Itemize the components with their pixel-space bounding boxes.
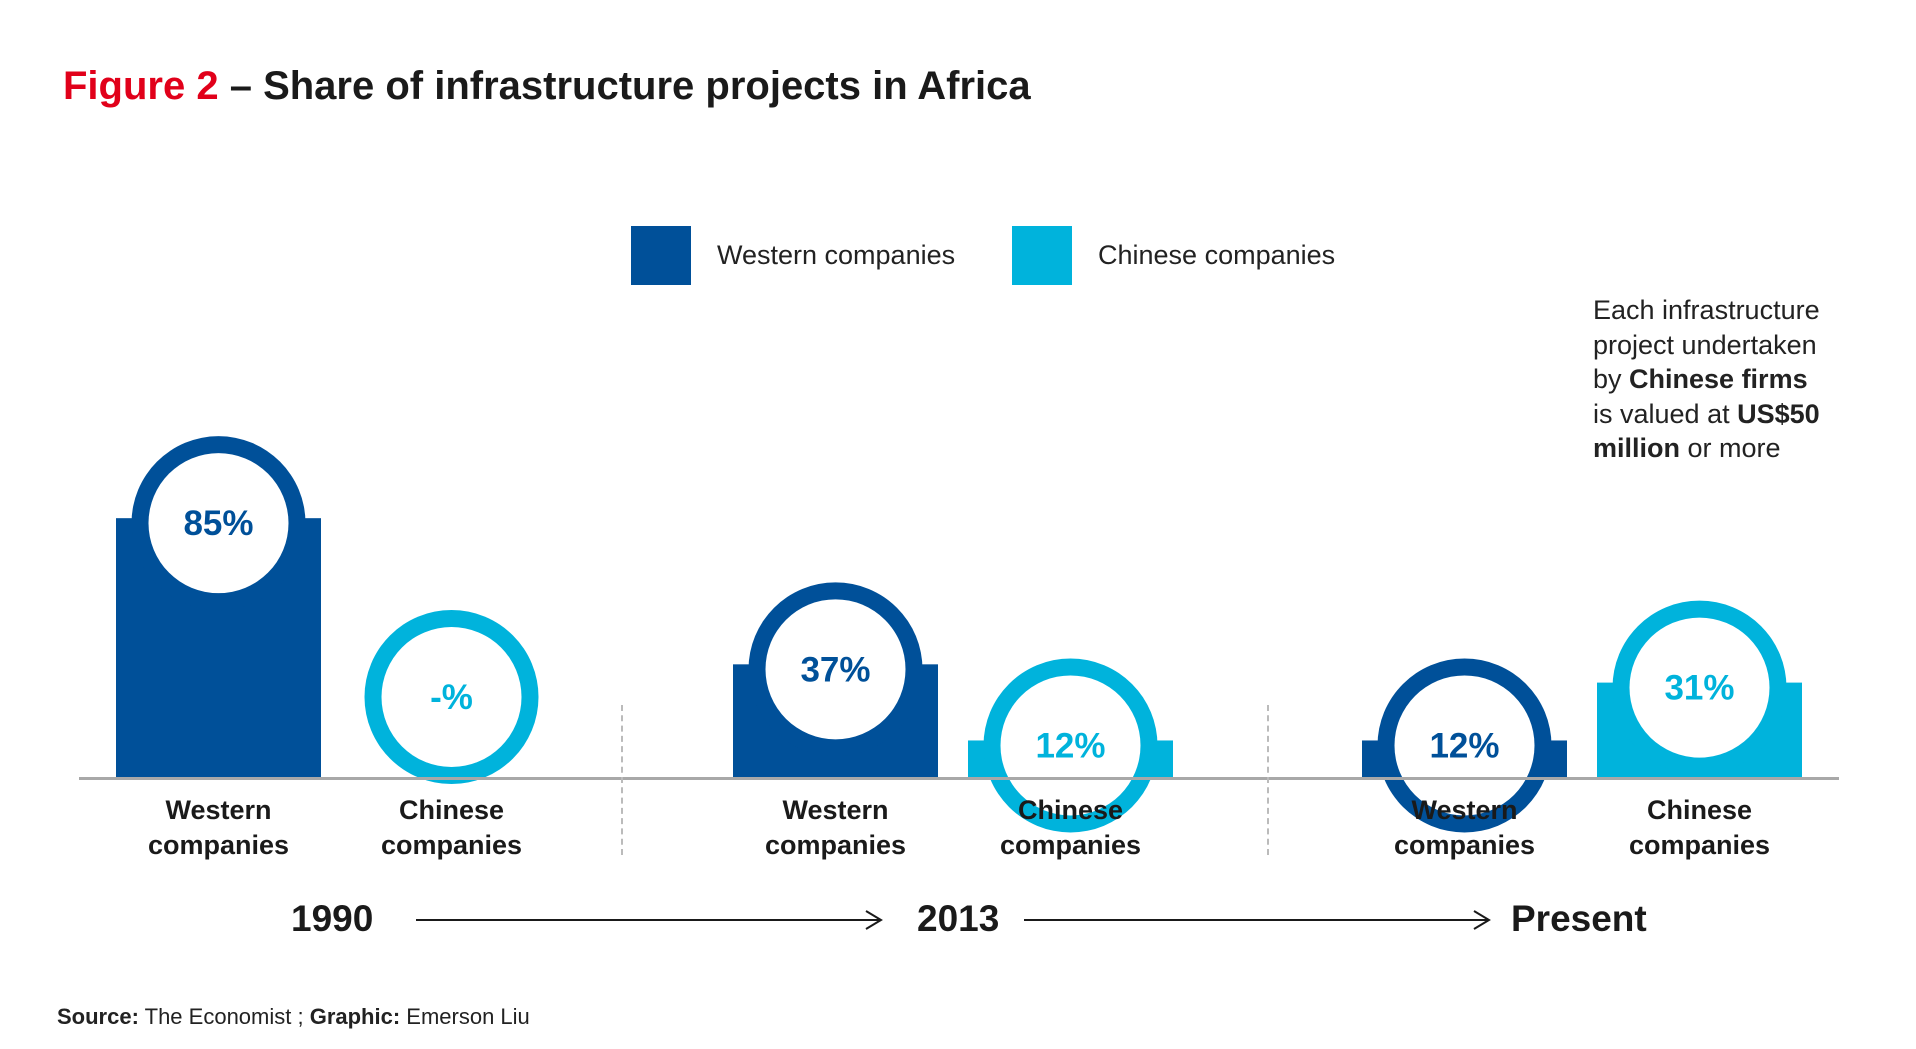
value-badge xyxy=(148,453,289,594)
year-label-1990: 1990 xyxy=(291,898,374,939)
note-line-4: is valued at US$50 xyxy=(1593,397,1853,432)
bar-category-label-line: companies xyxy=(380,830,523,860)
source-line: Source: The Economist ; Graphic: Emerson… xyxy=(57,1004,530,1030)
graphic-label: Graphic: xyxy=(309,1004,401,1029)
note-line-3: by Chinese firms xyxy=(1593,362,1853,397)
group-divider xyxy=(1267,705,1269,855)
note-bold: Chinese firms xyxy=(1629,364,1808,394)
bar-category-label: Western companies xyxy=(1355,793,1575,863)
data-label: 12% xyxy=(1429,726,1499,765)
value-badge xyxy=(1629,617,1770,758)
bar-category-label-line: Chinese xyxy=(1017,795,1124,825)
figure-title-text: – Share of infrastructure projects in Af… xyxy=(218,64,1031,108)
legend-label-chinese: Chinese companies xyxy=(1098,240,1336,270)
data-label: 12% xyxy=(1035,726,1105,765)
group-divider xyxy=(621,705,623,855)
bar-category-label-line: companies xyxy=(999,830,1142,860)
note-line-2: project undertaken xyxy=(1593,329,1817,360)
value-badge xyxy=(381,627,522,767)
data-label: 37% xyxy=(800,650,870,689)
note-text: or more xyxy=(1680,433,1781,463)
bar-category-label-line: companies xyxy=(1628,830,1771,860)
value-badge xyxy=(1394,675,1535,816)
data-label: 31% xyxy=(1664,669,1734,708)
value-badge xyxy=(765,599,906,740)
year-label-present: Present xyxy=(1511,898,1647,939)
bar-category-label-line: Chinese xyxy=(1646,795,1753,825)
bar-category-label-line: Western xyxy=(165,795,272,825)
legend-swatch-western xyxy=(631,226,691,285)
figure-number: Figure 2 xyxy=(63,64,219,108)
bar-category-label-line: companies xyxy=(147,830,290,860)
bar-category-label-line: companies xyxy=(764,830,907,860)
bar-category-label-line: companies xyxy=(1393,830,1536,860)
note-bold: US$50 xyxy=(1737,398,1820,429)
note-text: is valued at xyxy=(1593,398,1738,429)
graphic-value: Emerson Liu xyxy=(400,1004,530,1029)
legend-swatch-chinese xyxy=(1012,226,1072,285)
bar-category-label-line: Western xyxy=(1411,795,1518,825)
data-label: 85% xyxy=(183,504,253,543)
bar-category-label: Chinese companies xyxy=(1590,793,1810,863)
note-text: by xyxy=(1593,364,1630,394)
note-bold: million xyxy=(1593,433,1680,463)
bar-category-label: Chinese companies xyxy=(961,793,1181,863)
source-label: Source: xyxy=(57,1004,139,1029)
annotation-note: Each infrastructure project undertaken b… xyxy=(1593,293,1853,466)
bar-category-label: Western companies xyxy=(726,793,946,863)
bar-category-label-line: Western xyxy=(782,795,889,825)
chart-title: Figure 2 – Share of infrastructure proje… xyxy=(63,64,1031,109)
x-axis-line xyxy=(79,777,1839,780)
bar-category-label: Chinese companies xyxy=(342,793,562,863)
value-badge xyxy=(1000,675,1141,816)
data-label: -% xyxy=(430,678,473,717)
year-label-2013: 2013 xyxy=(917,898,1000,939)
bar-category-label-line: Chinese xyxy=(398,795,505,825)
legend-label-western: Western companies xyxy=(717,240,956,270)
source-value: The Economist ; xyxy=(138,1004,310,1029)
note-line-1: Each infrastructure xyxy=(1593,295,1820,325)
note-line-5: million or more xyxy=(1593,431,1853,466)
bar-category-label: Western companies xyxy=(109,793,329,863)
